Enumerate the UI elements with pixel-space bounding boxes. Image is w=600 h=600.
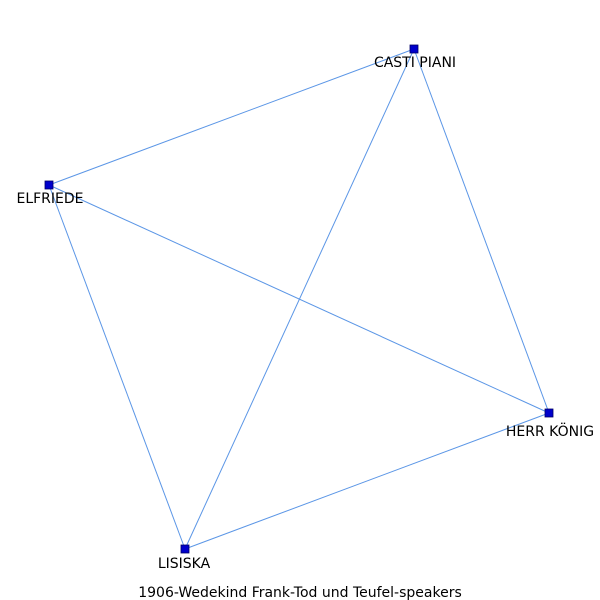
edge-casti-koenig bbox=[413, 48, 550, 414]
graph-caption: 1906-Wedekind Frank-Tod und Teufel-speak… bbox=[138, 585, 462, 600]
edge-lisiska-koenig bbox=[184, 412, 550, 550]
node-lisiska bbox=[180, 544, 190, 554]
edges-layer bbox=[48, 48, 550, 550]
node-label-casti: CASTI PIANI bbox=[374, 55, 456, 71]
edge-elfriede-lisiska bbox=[48, 184, 186, 550]
node-label-elfriede: ELFRIEDE bbox=[16, 191, 83, 207]
edge-elfriede-koenig bbox=[48, 184, 550, 414]
node-elfriede bbox=[44, 180, 54, 190]
node-casti bbox=[409, 44, 419, 54]
node-label-koenig: HERR KÖNIG bbox=[506, 422, 594, 440]
nodes-layer: CASTI PIANI ELFRIEDE HERR KÖNIG LISISKA bbox=[16, 44, 594, 572]
node-koenig bbox=[544, 408, 554, 418]
node-label-lisiska: LISISKA bbox=[158, 556, 211, 572]
edge-casti-elfriede bbox=[48, 48, 415, 186]
